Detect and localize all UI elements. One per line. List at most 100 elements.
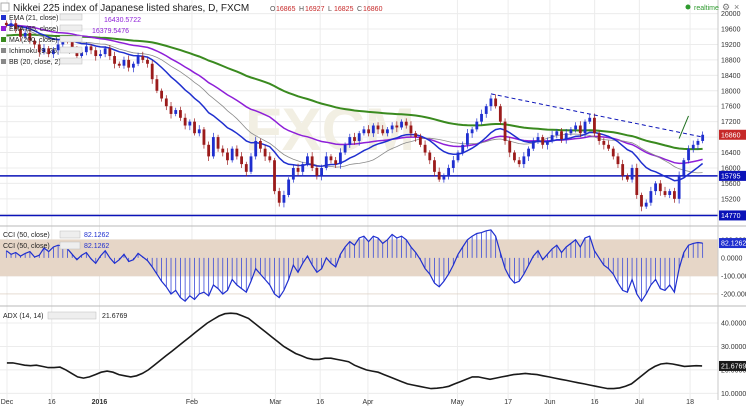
x-tick-label: Jul xyxy=(635,399,644,406)
candle-body xyxy=(602,140,606,145)
adx-legend-label: ADX (14, 14) xyxy=(3,313,43,320)
settings-gear-icon[interactable]: ⚙ xyxy=(722,2,730,12)
candle-body xyxy=(588,117,592,122)
candle-body xyxy=(400,121,403,128)
candle-body xyxy=(216,137,220,149)
cci-settings-icon[interactable] xyxy=(59,230,81,239)
overlay-legend: EMA (21, close) EMA (55, close) MA (200, c… xyxy=(1,13,83,66)
support-price-tag xyxy=(719,170,746,181)
candle-body xyxy=(164,98,168,107)
legend-label: Ichimoku (9, 26, 52, 26) xyxy=(9,48,83,55)
legend-value-1: 16430.5722 xyxy=(104,17,141,24)
candle-body xyxy=(188,121,192,126)
candle-body xyxy=(174,110,178,114)
ichimoku-line xyxy=(6,23,703,174)
realtime-indicator: realtime xyxy=(685,4,719,12)
ohlc-high-label: H xyxy=(299,6,304,13)
candle-body xyxy=(442,175,446,180)
candle-body xyxy=(263,148,267,157)
adx-settings-icon[interactable] xyxy=(47,311,97,320)
ohlc-open-label: O xyxy=(270,6,276,13)
candle-body xyxy=(249,156,253,172)
price-tick-label: 17200 xyxy=(721,119,741,126)
candle-body xyxy=(371,125,375,134)
candle-body xyxy=(682,160,686,176)
candle-body xyxy=(569,129,573,134)
candle-body xyxy=(273,160,276,192)
candle-body xyxy=(221,148,225,153)
legend-settings-icon[interactable] xyxy=(59,46,83,54)
candle-body xyxy=(555,131,559,136)
menu-icon[interactable] xyxy=(0,2,10,12)
candle-body xyxy=(244,164,248,172)
cci-legend-value: 82.1262 xyxy=(84,232,109,239)
cci-settings-icon-2[interactable] xyxy=(59,241,81,250)
candle-body xyxy=(99,54,102,57)
candle-body xyxy=(23,32,27,37)
legend-settings-icon[interactable] xyxy=(59,13,83,21)
candle-body xyxy=(240,156,243,165)
candle-body xyxy=(89,46,93,51)
candle-body xyxy=(658,183,662,192)
candle-body xyxy=(362,129,366,134)
price-tick-label: 18800 xyxy=(721,57,741,64)
adx-panel-bg xyxy=(0,308,718,400)
x-tick-label: Mar xyxy=(269,399,282,406)
candle-body xyxy=(513,152,516,161)
current-price-label: 16860 xyxy=(721,132,741,139)
candle-body xyxy=(367,129,371,134)
legend-settings-icon[interactable] xyxy=(59,24,83,32)
cci-tick-label: -200.0000 xyxy=(721,291,746,298)
candle-body xyxy=(254,140,258,157)
adx-current-label: 21.6769 xyxy=(721,363,746,370)
candle-body xyxy=(320,167,323,176)
candle-body xyxy=(324,156,328,168)
close-icon[interactable]: × xyxy=(734,2,739,12)
candle-body xyxy=(155,79,159,91)
ma-200-line xyxy=(6,33,703,151)
candle-body xyxy=(47,48,51,55)
candle-body xyxy=(51,50,55,55)
support-price-tag xyxy=(719,210,746,221)
candle-body xyxy=(310,156,314,168)
x-tick-label: 16 xyxy=(48,399,56,406)
candle-body xyxy=(193,121,196,134)
chart-title: Nikkei 225 index of Japanese listed shar… xyxy=(13,3,249,14)
candle-body xyxy=(37,44,41,53)
candle-body xyxy=(84,46,88,53)
price-tick-label: 18400 xyxy=(721,73,741,80)
candle-body xyxy=(28,32,32,41)
candle-body xyxy=(343,144,347,153)
candle-body xyxy=(306,156,309,165)
x-tick-label: Apr xyxy=(362,399,374,406)
candle-body xyxy=(447,167,451,176)
candle-body xyxy=(404,121,408,126)
candle-body xyxy=(179,110,182,118)
x-tick-label: Dec xyxy=(1,399,14,406)
realtime-dot-icon xyxy=(685,4,691,10)
candle-body xyxy=(696,140,700,145)
candle-body xyxy=(654,183,658,192)
x-tick-label: Jun xyxy=(544,399,555,406)
title-block: Nikkei 225 index of Japanese listed shar… xyxy=(0,2,383,14)
candle-body xyxy=(621,164,625,176)
candle-body xyxy=(141,56,145,60)
x-tick-label: 16 xyxy=(316,399,324,406)
candle-body xyxy=(640,194,643,207)
candle-body xyxy=(277,191,281,203)
candle-body xyxy=(94,50,98,57)
candle-body xyxy=(423,144,427,153)
candle-body xyxy=(390,125,394,130)
axis-layer: Dec 16 2016 Feb Mar 16 Apr May 17 Jun 16 Jul 18 20000… xyxy=(1,11,746,406)
candle-body xyxy=(503,121,507,141)
candle-body xyxy=(103,48,107,55)
legend-settings-icon[interactable] xyxy=(59,57,83,65)
legend-swatch xyxy=(1,15,6,20)
legend-settings-icon[interactable] xyxy=(59,35,83,43)
ohlc-close: 16860 xyxy=(363,6,383,13)
adx-legend: ADX (14, 14) 21.6769 xyxy=(3,311,127,320)
price-tick-label: 20000 xyxy=(721,11,741,18)
legend-swatch xyxy=(1,26,6,31)
cci-legend: CCI (50, close) 82.1262 CCI (50, close) … xyxy=(3,230,109,250)
